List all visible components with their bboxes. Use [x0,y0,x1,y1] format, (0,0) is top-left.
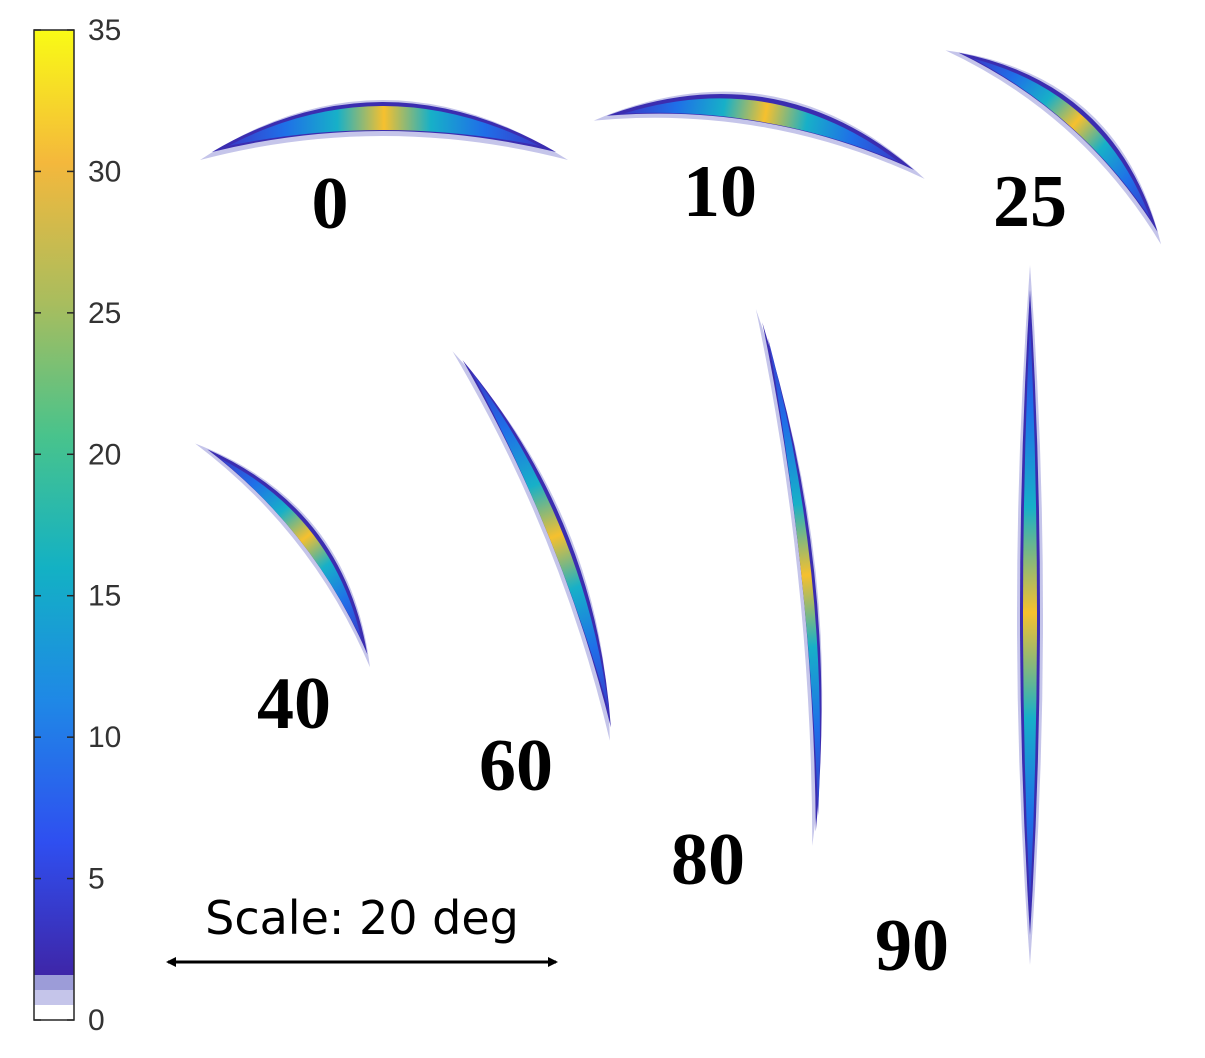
arc-80-halo [755,308,823,846]
scale-bar-label: Scale: 20 deg [205,891,519,945]
arc-label: 0 [312,163,349,245]
arc-label: 80 [671,819,745,901]
colorbar: 0 5 10 15 20 25 30 35 [33,14,121,1037]
colorbar-band-light [34,990,74,1005]
colorbar-gradient [34,30,74,975]
arc-60-core [471,371,610,713]
arc-label: 60 [479,725,553,807]
colorbar-frame [33,29,75,1021]
arc-0: 0 [200,100,568,245]
arc-90: 90 [875,265,1043,987]
colorbar-ticks: 0 5 10 15 20 25 30 35 [34,14,121,1037]
colorbar-tick-label: 15 [88,580,121,613]
colorbar-band-white [34,1005,74,1020]
arc-90-core [1023,320,1037,905]
arc-40-halo [195,443,370,668]
colorbar-tick-label: 35 [88,14,121,47]
colorbar-tick-label: 0 [88,1004,105,1037]
arc-25: 25 [945,50,1162,245]
arc-label: 40 [257,663,331,745]
colorbar-tick-label: 5 [88,863,105,896]
arc-10: 10 [593,91,925,233]
arc-80-core [767,337,820,816]
arc-10-core [623,98,900,163]
arc-60: 60 [452,351,611,807]
arc-25-halo [945,50,1162,245]
scale-bar: Scale: 20 deg [166,891,558,967]
colorbar-tick-label: 25 [88,297,121,330]
colorbar-band-mid [34,975,74,990]
colorbar-tick-label: 10 [88,721,121,754]
arc-label: 10 [683,151,757,233]
arc-0-core [228,106,540,146]
colorbar-tick-label: 20 [88,438,121,471]
arc-label: 25 [993,161,1067,243]
arc-40: 40 [195,443,370,745]
arc-label: 90 [875,905,949,987]
arc-80: 80 [671,308,823,901]
colorbar-tick-label: 30 [88,155,121,188]
